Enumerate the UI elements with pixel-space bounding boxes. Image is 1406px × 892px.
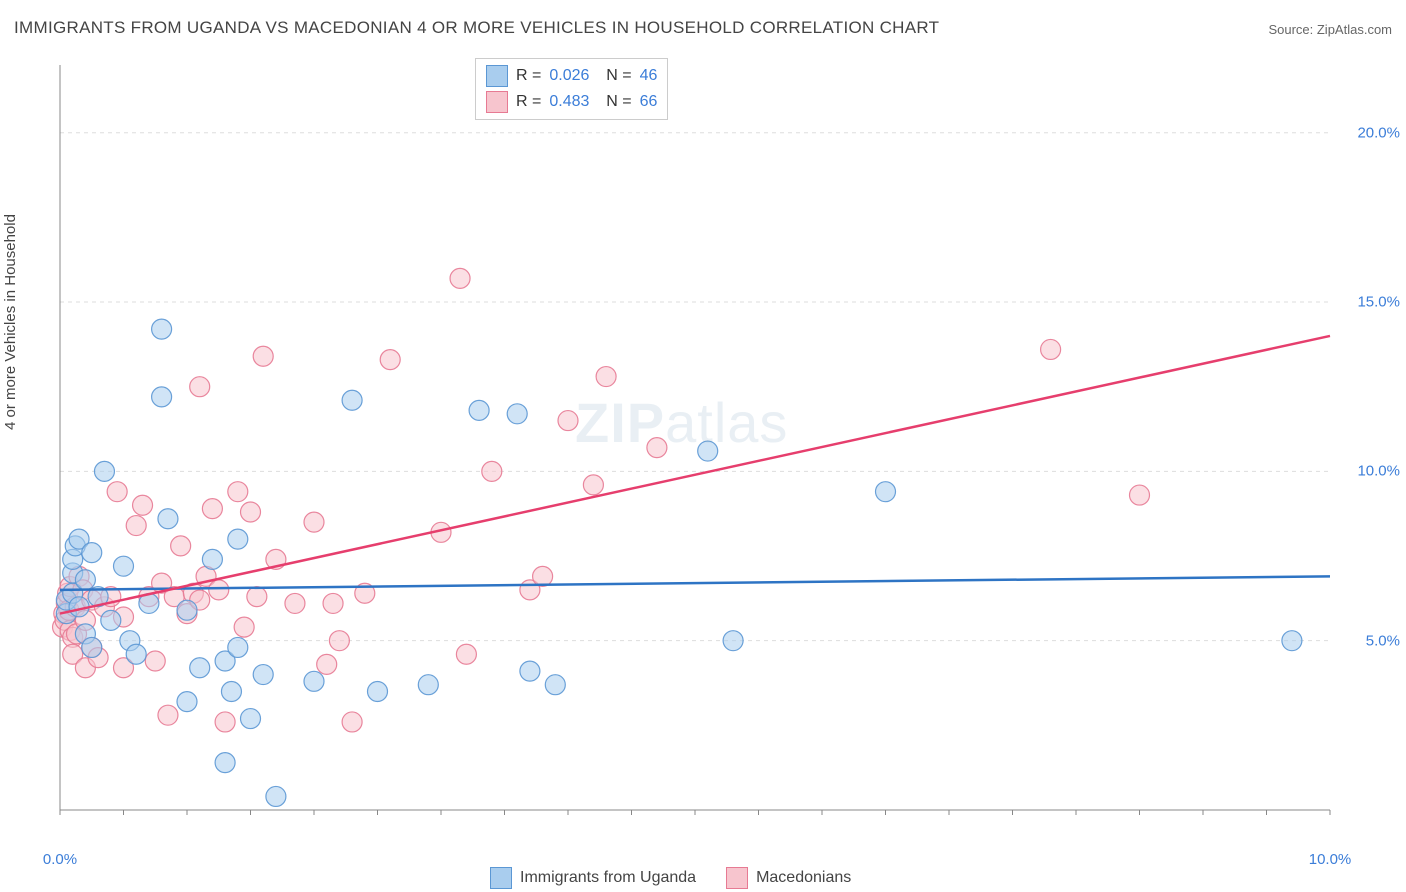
chart-area [50,55,1350,835]
x-tick-label: 10.0% [1309,851,1352,868]
legend-item-uganda: Immigrants from Uganda [490,867,696,889]
x-tick-label: 0.0% [43,851,77,868]
y-axis-label: 4 or more Vehicles in Household [2,214,19,430]
stat-n-uganda: 46 [640,67,658,85]
stat-label: N = [597,67,631,85]
chart-title: IMMIGRANTS FROM UGANDA VS MACEDONIAN 4 O… [14,18,939,38]
stat-n-macedonian: 66 [640,93,658,111]
stat-r-macedonian: 0.483 [549,93,589,111]
stat-label: N = [597,93,631,111]
swatch-macedonian [486,91,508,113]
stats-row-macedonian: R = 0.483 N = 66 [486,89,657,115]
legend-item-macedonian: Macedonians [726,867,851,889]
swatch-uganda [486,65,508,87]
swatch-macedonian [726,867,748,889]
swatch-uganda [490,867,512,889]
stats-legend: R = 0.026 N = 46 R = 0.483 N = 66 [475,58,668,120]
legend-label: Macedonians [756,869,851,887]
y-tick-label: 5.0% [1366,632,1400,649]
source-text: Source: ZipAtlas.com [1268,22,1392,37]
stats-row-uganda: R = 0.026 N = 46 [486,63,657,89]
stat-label: R = [516,67,541,85]
stat-r-uganda: 0.026 [549,67,589,85]
y-tick-label: 20.0% [1357,124,1400,141]
y-tick-label: 10.0% [1357,463,1400,480]
bottom-legend: Immigrants from Uganda Macedonians [490,867,851,889]
y-tick-label: 15.0% [1357,294,1400,311]
legend-label: Immigrants from Uganda [520,869,696,887]
scatter-plot [50,55,1350,835]
stat-label: R = [516,93,541,111]
